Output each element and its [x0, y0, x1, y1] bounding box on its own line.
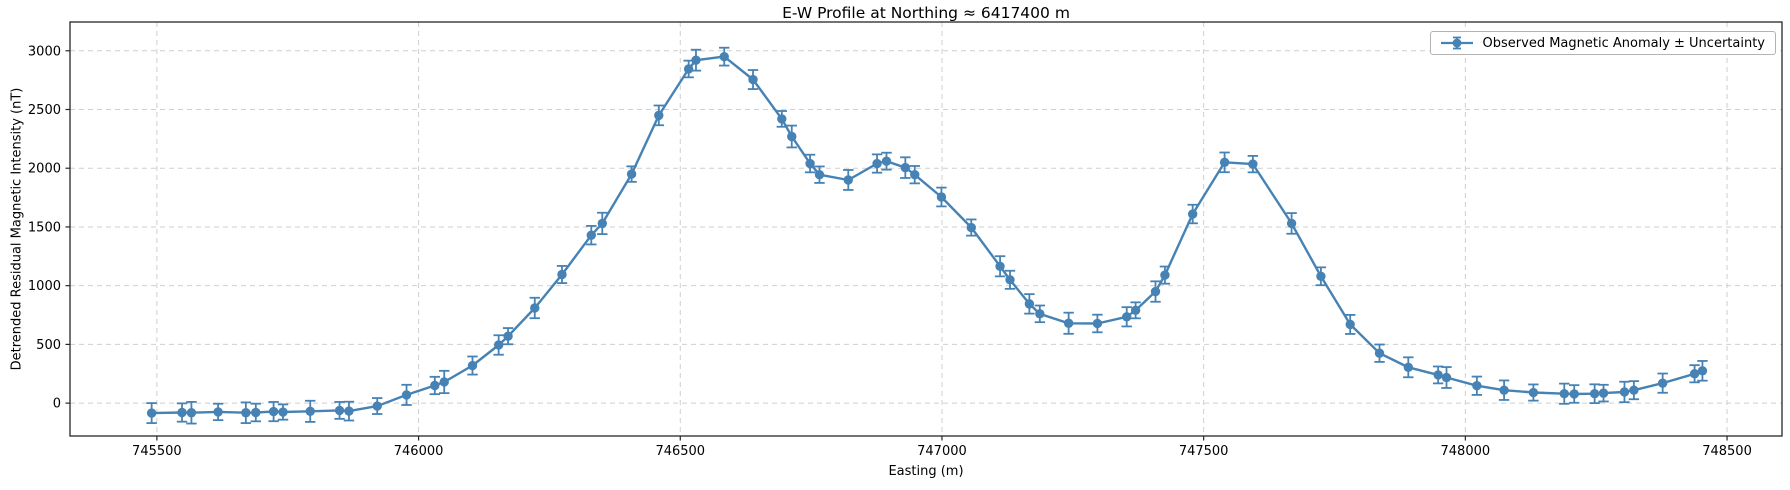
data-point-marker [1248, 159, 1258, 169]
data-point-marker [597, 218, 607, 229]
data-point-marker [872, 158, 882, 169]
legend: Observed Magnetic Anomaly ± Uncertainty [1429, 31, 1776, 55]
data-point-marker [1441, 372, 1452, 383]
data-point-marker [966, 222, 976, 233]
data-point-marker [1345, 319, 1355, 330]
data-point-marker [430, 380, 440, 391]
data-point-marker [146, 408, 157, 418]
data-point-marker [1219, 157, 1230, 168]
data-point-marker [268, 406, 279, 417]
y-tick-label: 1000 [28, 279, 61, 294]
data-point-marker [1657, 378, 1668, 388]
legend-label: Observed Magnetic Anomaly ± Uncertainty [1482, 35, 1765, 51]
data-point-marker [936, 192, 947, 202]
y-tick-label: 1500 [28, 220, 61, 235]
data-point-marker [814, 169, 825, 180]
data-point-marker [1559, 389, 1569, 399]
data-point-marker [1024, 299, 1035, 309]
data-point-marker [251, 407, 261, 418]
data-point-marker [900, 162, 911, 173]
x-tick-label: 747000 [917, 444, 967, 459]
data-point-marker [586, 230, 596, 240]
data-point-marker [1092, 318, 1103, 329]
data-point-marker [503, 331, 513, 341]
data-point-marker [683, 64, 694, 74]
data-point-marker [805, 158, 815, 169]
data-point-marker [186, 408, 197, 418]
data-point-marker [691, 55, 701, 65]
data-point-marker [1286, 218, 1297, 229]
data-point-marker [1130, 305, 1141, 316]
data-point-marker [843, 175, 853, 185]
data-point-marker [1433, 370, 1443, 380]
data-point-marker [177, 407, 187, 418]
data-point-marker [1063, 318, 1074, 328]
data-point-marker [1472, 381, 1482, 391]
y-tick-label: 2500 [28, 103, 61, 118]
data-point-marker [1697, 366, 1708, 376]
data-point-marker [1122, 312, 1132, 322]
data-point-marker [1035, 309, 1045, 319]
y-tick-label: 0 [53, 397, 61, 412]
x-tick-label: 747500 [1179, 444, 1229, 459]
x-axis-label: Easting (m) [888, 464, 964, 479]
x-tick-label: 748000 [1441, 444, 1491, 459]
data-point-marker [1569, 389, 1579, 399]
data-point-marker [995, 261, 1005, 271]
data-point-marker [439, 377, 449, 387]
data-point-marker [1589, 389, 1600, 399]
errorbar-marker-icon [1440, 36, 1473, 50]
data-point-marker [1528, 387, 1539, 398]
data-point-marker [530, 303, 540, 313]
data-point-marker [213, 407, 223, 417]
x-tick-label: 746000 [394, 444, 444, 459]
data-point-marker [467, 360, 478, 371]
y-tick-label: 3000 [28, 44, 61, 59]
x-tick-label: 745500 [132, 444, 182, 459]
data-point-marker [654, 110, 664, 121]
data-point-marker [1403, 362, 1414, 372]
data-point-marker [241, 408, 251, 418]
data-point-marker [1619, 387, 1630, 397]
axis-spine [69, 21, 1783, 437]
data-point-marker [910, 169, 920, 180]
data-point-marker [1316, 271, 1326, 281]
data-point-marker [372, 401, 382, 411]
series-line [150, 55, 1704, 415]
data-point-marker [787, 131, 797, 142]
data-point-marker [493, 340, 504, 350]
data-point-marker [278, 407, 288, 417]
data-point-marker [881, 156, 892, 166]
data-point-marker [305, 406, 315, 417]
x-tick-label: 748500 [1702, 444, 1752, 459]
y-tick-label: 500 [36, 338, 61, 353]
data-point-marker [1598, 388, 1609, 398]
data-point-marker [1005, 275, 1015, 285]
data-point-marker [334, 405, 345, 416]
data-point-marker [626, 169, 637, 179]
y-tick-label: 2000 [28, 162, 61, 177]
data-point-marker [1689, 369, 1700, 379]
x-tick-label: 746500 [655, 444, 705, 459]
data-point-marker [1374, 348, 1385, 358]
data-point-marker [777, 114, 787, 124]
data-point-marker [557, 269, 567, 280]
y-axis-label: Detrended Residual Magnetic Intensity (n… [9, 87, 25, 371]
data-point-marker [1160, 270, 1170, 280]
chart-title: E-W Profile at Northing ≈ 6417400 m [782, 4, 1070, 22]
data-point-marker [748, 74, 758, 85]
data-point-marker [1499, 385, 1509, 395]
data-point-marker [1150, 286, 1161, 297]
data-point-marker [401, 390, 412, 400]
data-point-marker [1187, 209, 1198, 219]
data-point-marker [344, 406, 354, 416]
data-point-marker [1629, 385, 1639, 395]
data-point-marker [719, 51, 729, 62]
